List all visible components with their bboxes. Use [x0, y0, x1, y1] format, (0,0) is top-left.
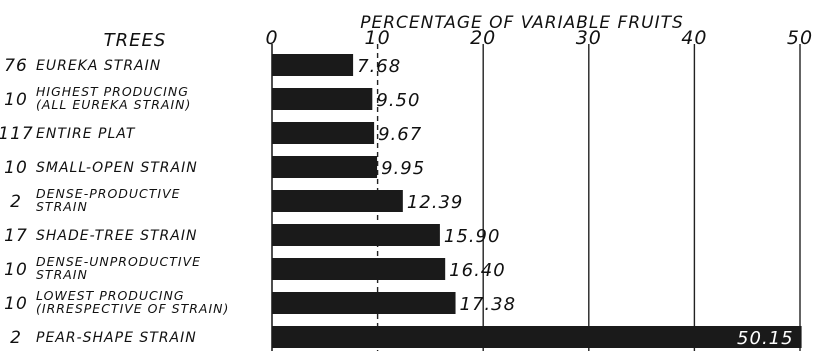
bar-value-label: 7.68: [357, 56, 401, 77]
x-tick-label: 50: [787, 27, 813, 49]
row-count: 10: [4, 294, 28, 314]
row-count: 10: [4, 90, 28, 110]
bar-value-label: 9.67: [378, 124, 422, 145]
bar: [272, 156, 378, 178]
x-tick-label: 30: [576, 27, 602, 49]
bar-value-label: 15.90: [444, 226, 501, 247]
chart-title: PERCENTAGE OF VARIABLE FRUITS: [360, 13, 684, 33]
row-label: DENSE-UNPRODUCTIVE: [36, 254, 201, 269]
row-count: 10: [4, 260, 28, 280]
row-label: DENSE-PRODUCTIVE: [36, 186, 181, 201]
row-label: STRAIN: [36, 267, 88, 282]
row-label: ENTIRE PLAT: [36, 126, 136, 142]
x-tick-label: 10: [365, 27, 391, 49]
bar-value-label: 17.38: [460, 294, 517, 315]
bar-value-label: 9.50: [376, 90, 420, 111]
x-tick-label: 20: [470, 27, 496, 49]
label-layer: 0 10 20 30 40 50 76 EUREKA STRAIN 7.68 10 HIGHEST …: [0, 27, 813, 349]
row-label: SHADE-TREE STRAIN: [36, 228, 197, 244]
bar: [272, 88, 373, 110]
row-label: HIGHEST PRODUCING: [36, 84, 189, 99]
bar: [272, 258, 446, 280]
row-count: 2: [10, 192, 22, 212]
bar: [272, 122, 375, 144]
row-label: EUREKA STRAIN: [36, 58, 161, 74]
x-tick-label: 0: [265, 27, 278, 49]
row-count: 2: [10, 328, 22, 348]
bar-value-label: 16.40: [449, 260, 506, 281]
row-count: 117: [0, 124, 34, 144]
row-count: 17: [4, 226, 28, 246]
bar-value-label: 50.15: [737, 328, 794, 349]
row-header: TREES: [104, 30, 167, 51]
bar: [272, 190, 403, 212]
bar: [272, 326, 802, 348]
row-count: 10: [4, 158, 28, 178]
row-label: (ALL EUREKA STRAIN): [36, 97, 191, 112]
row-label: STRAIN: [36, 199, 88, 214]
bar-value-label: 12.39: [407, 192, 464, 213]
bar: [272, 54, 354, 76]
bar-layer: [272, 54, 802, 348]
row-label: (IRRESPECTIVE OF STRAIN): [36, 301, 229, 316]
bar: [272, 292, 456, 314]
bar-value-label: 9.95: [381, 158, 425, 179]
bar: [272, 224, 440, 246]
row-label: PEAR-SHAPE STRAIN: [36, 330, 197, 346]
row-count: 76: [4, 56, 28, 76]
row-label: LOWEST PRODUCING: [36, 288, 185, 303]
x-tick-label: 40: [681, 27, 707, 49]
row-label: SMALL-OPEN STRAIN: [36, 160, 198, 176]
